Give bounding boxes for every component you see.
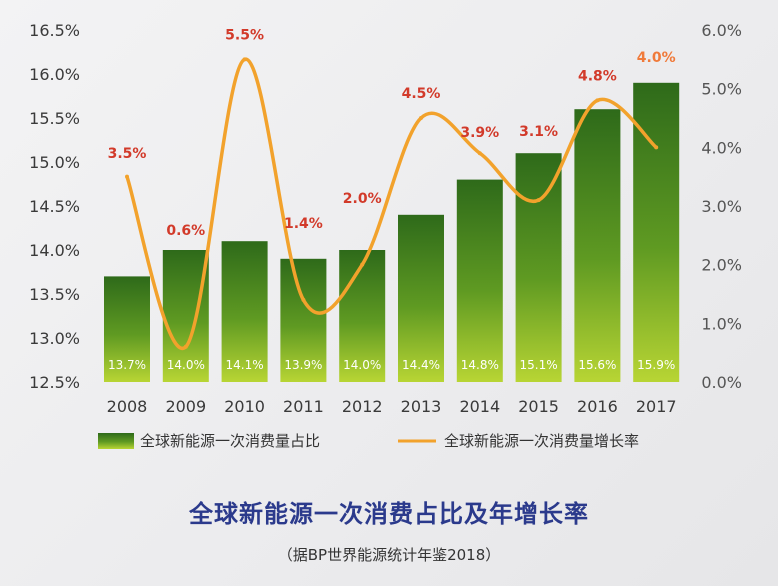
bar-value-label: 14.0% bbox=[343, 358, 381, 372]
y-left-tick-label: 16.5% bbox=[29, 21, 80, 40]
growth-point-2013 bbox=[419, 116, 423, 120]
growth-value-label: 0.6% bbox=[166, 223, 205, 239]
y-left-tick-label: 14.5% bbox=[29, 197, 80, 216]
growth-value-label: 5.5% bbox=[225, 27, 264, 43]
legend: 全球新能源一次消费量占比 全球新能源一次消费量增长率 bbox=[98, 432, 639, 450]
line-layer: 3.5% 0.6% 5.5% 1.4% 2.0% 4.5% 3.9% 3.1% 4.8% 4.0% bbox=[108, 27, 676, 351]
axes-layer: 16.5% 16.0% 15.5% 15.0% 14.5% 14.0% 13.5% 13.0%… bbox=[29, 21, 742, 416]
y-left-tick-label: 12.5% bbox=[29, 373, 80, 392]
growth-value-label: 4.0% bbox=[637, 50, 676, 66]
bar-2015 bbox=[515, 153, 562, 382]
bar-2013 bbox=[398, 214, 444, 382]
bar-2014 bbox=[456, 179, 503, 382]
bar-value-label: 15.1% bbox=[520, 358, 558, 372]
bar-2008 bbox=[104, 276, 150, 382]
bar-2016 bbox=[574, 109, 621, 382]
bar-value-label: 14.4% bbox=[402, 358, 440, 372]
x-tick-label: 2013 bbox=[401, 397, 442, 416]
growth-value-label: 3.5% bbox=[108, 146, 147, 162]
growth-point-2012 bbox=[360, 262, 365, 267]
x-tick-label: 2008 bbox=[107, 397, 148, 416]
bar-2012 bbox=[339, 250, 386, 382]
bar-2010 bbox=[221, 241, 268, 382]
legend-line-label: 全球新能源一次消费量增长率 bbox=[444, 432, 639, 450]
growth-point-2017 bbox=[654, 145, 659, 150]
bar-value-label: 14.8% bbox=[461, 358, 499, 372]
bar-2017 bbox=[633, 82, 680, 383]
growth-point-2009 bbox=[183, 344, 188, 349]
bar-value-label: 14.0% bbox=[167, 358, 205, 372]
x-tick-label: 2010 bbox=[224, 397, 265, 416]
y-right-tick-label: 3.0% bbox=[701, 197, 742, 216]
x-tick-label: 2009 bbox=[165, 397, 206, 416]
y-left-tick-label: 15.5% bbox=[29, 109, 80, 128]
y-left-tick-label: 15.0% bbox=[29, 153, 80, 172]
y-right-tick-label: 2.0% bbox=[701, 256, 742, 275]
growth-value-label: 4.8% bbox=[578, 68, 617, 84]
growth-value-label: 3.9% bbox=[460, 125, 499, 141]
growth-point-2011 bbox=[301, 297, 306, 302]
growth-value-label: 1.4% bbox=[284, 216, 323, 232]
growth-point-2015 bbox=[536, 198, 541, 203]
bar-value-label: 15.9% bbox=[637, 358, 675, 372]
chart-subtitle: （据BP世界能源统计年鉴2018） bbox=[278, 546, 501, 564]
growth-point-2014 bbox=[477, 151, 482, 156]
y-right-tick-label: 6.0% bbox=[701, 21, 742, 40]
bar-value-label: 13.7% bbox=[108, 358, 146, 372]
growth-value-label: 4.5% bbox=[402, 86, 441, 102]
growth-point-2016 bbox=[595, 98, 600, 103]
bars-layer: 13.7% 14.0% 14.1% 13.9% 14.0% 14.4% 14.8% 15.1%… bbox=[104, 82, 680, 383]
y-left-tick-label: 13.5% bbox=[29, 285, 80, 304]
y-right-tick-label: 4.0% bbox=[701, 138, 742, 157]
bar-value-label: 15.6% bbox=[578, 358, 616, 372]
legend-bar-label: 全球新能源一次消费量占比 bbox=[140, 432, 320, 450]
growth-value-label: 2.0% bbox=[343, 191, 382, 207]
bar-2009 bbox=[162, 250, 209, 382]
x-tick-label: 2014 bbox=[459, 397, 500, 416]
bar-value-label: 13.9% bbox=[284, 358, 322, 372]
x-tick-label: 2011 bbox=[283, 397, 324, 416]
legend-bar-swatch bbox=[98, 433, 134, 449]
y-left-tick-label: 13.0% bbox=[29, 329, 80, 348]
x-tick-label: 2015 bbox=[518, 397, 559, 416]
bar-value-label: 14.1% bbox=[226, 358, 264, 372]
y-right-tick-label: 0.0% bbox=[701, 373, 742, 392]
growth-point-2008 bbox=[125, 174, 129, 179]
y-left-tick-label: 16.0% bbox=[29, 65, 80, 84]
y-right-tick-label: 1.0% bbox=[701, 314, 742, 333]
growth-value-label: 3.1% bbox=[519, 124, 558, 140]
growth-line bbox=[125, 57, 658, 351]
x-tick-label: 2017 bbox=[636, 397, 677, 416]
x-tick-label: 2016 bbox=[577, 397, 618, 416]
y-right-tick-label: 5.0% bbox=[701, 80, 742, 99]
y-left-tick-label: 14.0% bbox=[29, 241, 80, 260]
growth-point-2010 bbox=[242, 57, 247, 62]
x-tick-label: 2012 bbox=[342, 397, 383, 416]
bar-2011 bbox=[280, 258, 327, 382]
chart-title: 全球新能源一次消费占比及年增长率 bbox=[188, 500, 589, 528]
